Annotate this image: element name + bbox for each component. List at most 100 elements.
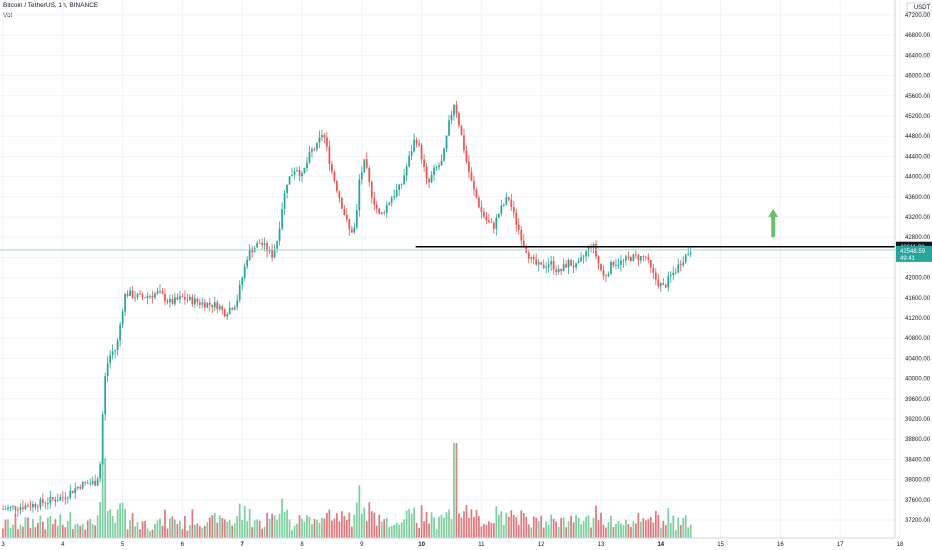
- volume-bar: [630, 526, 632, 538]
- volume-bar: [582, 520, 585, 538]
- volume-bar: [458, 513, 460, 538]
- candle-body: [502, 204, 505, 206]
- volume-bar: [679, 524, 682, 538]
- candle-body: [460, 125, 463, 136]
- volume-bar: [261, 528, 264, 538]
- candle-body: [473, 180, 475, 190]
- volume-bar: [81, 524, 84, 538]
- candle-body: [605, 275, 607, 277]
- candle-body: [261, 243, 264, 245]
- candle-body: [592, 244, 595, 247]
- volume-bar: [276, 519, 278, 538]
- candle-body: [515, 212, 518, 225]
- volume-bar: [617, 521, 620, 538]
- candle-body: [527, 252, 530, 259]
- candle-body: [453, 104, 455, 116]
- candle-body: [333, 171, 336, 182]
- candle-body: [126, 293, 129, 296]
- volume-bar: [368, 502, 371, 538]
- candle-body: [562, 264, 565, 271]
- volume-bar: [383, 519, 386, 538]
- volume-bar: [348, 512, 351, 538]
- volume-bar: [226, 521, 229, 538]
- volume-bar: [216, 522, 219, 538]
- volume-bar: [318, 522, 321, 538]
- candle-body: [189, 296, 191, 300]
- last-price-text: 42548.59: [900, 249, 926, 255]
- volume-bar: [89, 518, 92, 538]
- volume-bar: [171, 516, 174, 538]
- candle-body: [510, 199, 513, 208]
- candle-body: [2, 508, 4, 510]
- volume-bar: [51, 524, 54, 538]
- price-tick-label: 39600.00: [905, 397, 931, 403]
- candle-body: [358, 179, 361, 211]
- volume-bar: [535, 517, 538, 538]
- candle-body: [154, 293, 156, 298]
- candle-body: [124, 293, 126, 312]
- volume-bar: [370, 511, 373, 538]
- candle-body: [218, 306, 221, 310]
- volume-bar: [24, 517, 27, 538]
- candle-body: [550, 261, 553, 265]
- candle-body: [537, 262, 540, 265]
- volume-bar: [615, 524, 617, 538]
- volume-bar: [632, 521, 635, 538]
- volume-bar: [345, 519, 348, 538]
- candle-body: [350, 229, 353, 233]
- volume-bar: [455, 443, 458, 538]
- candle-body: [64, 497, 67, 499]
- candle-body: [121, 311, 124, 325]
- candle-body: [211, 304, 214, 308]
- candle-body: [343, 208, 346, 216]
- volume-bar: [221, 518, 224, 538]
- candle-body: [24, 505, 27, 509]
- candle-body: [238, 284, 241, 301]
- candle-body: [610, 261, 612, 274]
- volume-bar: [154, 523, 156, 538]
- candle-body: [345, 215, 348, 220]
- price-tick-label: 46800.00: [905, 33, 931, 39]
- time-tick-label: 5: [121, 542, 125, 548]
- volume-bar: [119, 503, 121, 538]
- volume-bar: [567, 521, 570, 538]
- volume-bar: [577, 517, 580, 538]
- price-axis[interactable]: USDT 47200.00 46800.00 46400.00 46000.00 4560…: [894, 0, 932, 538]
- volume-bar: [313, 518, 316, 538]
- candle-body: [607, 273, 610, 277]
- volume-bar: [181, 529, 184, 538]
- time-tick-label: 13: [598, 542, 605, 548]
- candle-body: [363, 159, 366, 173]
- volume-bar: [174, 519, 176, 538]
- volume-bar: [378, 514, 381, 538]
- volume-bar: [156, 520, 159, 538]
- candle-body: [273, 248, 276, 258]
- candle-body: [166, 301, 169, 303]
- volume-bar: [373, 512, 376, 538]
- candle-body: [27, 505, 29, 507]
- volume-bar: [126, 529, 129, 538]
- volume-bar: [208, 517, 211, 538]
- candle-body: [433, 167, 435, 175]
- volume-bar: [213, 513, 216, 538]
- volume-bar: [550, 514, 553, 538]
- volume-bar: [336, 513, 338, 538]
- candle-body: [169, 299, 171, 303]
- price-tick-label: 37200.00: [905, 518, 931, 524]
- volume-bar: [664, 525, 667, 538]
- candle-body: [522, 240, 525, 246]
- candles: [2, 100, 692, 517]
- time-axis[interactable]: 3 4 5 6 7 8 9 10 11 12 13 14 15 16 17 18: [0, 537, 904, 548]
- volume-bar: [196, 523, 199, 538]
- volume-bar: [201, 527, 204, 538]
- volume-bar: [525, 517, 528, 538]
- candle-body: [291, 174, 293, 177]
- volume-bar: [505, 512, 508, 538]
- candle-body: [468, 161, 470, 173]
- candle-body: [49, 496, 52, 503]
- candle-body: [525, 245, 528, 253]
- volume-bar: [537, 521, 540, 538]
- volume-bar: [415, 522, 418, 538]
- candle-body: [517, 224, 520, 230]
